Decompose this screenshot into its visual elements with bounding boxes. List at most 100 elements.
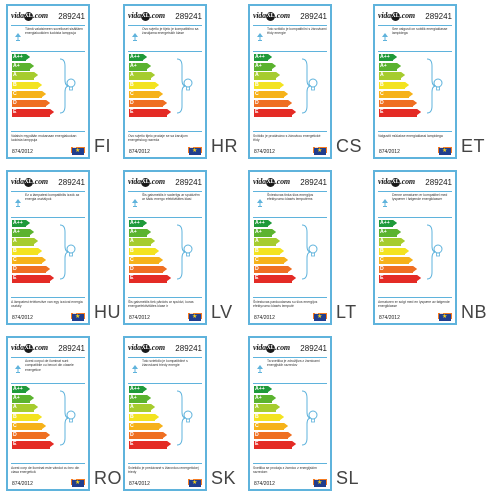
compatibility-text: Ovo svjetlo je tijelo je kompatibilno sa… [142,27,199,36]
regulation-number: 874/2012 [254,149,275,155]
eu-flag-icon [189,147,201,155]
energy-class-bar: D [12,431,50,440]
energy-class-scale: A++ A+ A B C D E [254,220,296,284]
energy-class-bar: D [254,99,292,108]
divider [128,357,202,358]
regulation-number: 874/2012 [254,315,275,321]
eu-flag-icon [72,147,84,155]
divider [378,297,452,298]
bulb-icon [308,410,318,424]
divider [128,217,202,218]
label-header: vidaXL.com 289241 [11,340,85,356]
regulation-number: 874/2012 [379,315,400,321]
label-header: vidaXL.com 289241 [11,8,85,24]
divider [253,191,327,192]
divider [11,217,85,218]
energy-class-bar: A [12,72,38,80]
eu-flag-icon [439,313,451,321]
energy-class-bar: A++ [129,386,147,394]
energy-class-bar: A+ [129,229,151,237]
divider [253,25,327,26]
energy-class-bar: A [254,72,280,80]
brand-logo: vidaXL.com [253,11,290,21]
regulation-number: 874/2012 [379,149,400,155]
brand-logo: vidaXL.com [128,343,165,353]
energy-class-bar: B [129,413,159,421]
energy-class-bar: C [379,90,413,99]
energy-class-bar: C [129,256,163,265]
brand-logo-mark: XL [390,11,400,21]
divider [11,191,85,192]
compatibility-text: Denne armaturen er kompatibel med lyspær… [392,193,448,202]
brand-logo-mark: XL [23,343,33,353]
bulb-icon [183,78,193,92]
included-lamp-text: Svetilka se prodaja z žarnico z energijs… [253,466,317,475]
energy-class-bar: A [379,238,405,246]
energy-class-bar: C [129,422,163,431]
brand-logo: vidaXL.com [11,11,48,21]
energy-class-bar: D [129,99,167,108]
range-brace-icon [300,58,312,114]
energy-class-bar: A [12,404,38,412]
range-brace-icon [58,390,70,446]
bulb-icon [183,410,193,424]
energy-class-bar: A+ [12,395,34,403]
energy-class-bar: C [254,422,288,431]
divider [378,51,452,52]
divider [128,131,202,132]
energy-class-bar: E [12,441,54,449]
lamp-icon [256,29,264,41]
brand-logo-mark: XL [140,11,150,21]
range-brace-icon [300,224,312,280]
divider [378,191,452,192]
energy-label: vidaXL.com 289241 Šviestuvas tinka šios en… [248,170,332,325]
brand-logo: vidaXL.com [128,177,165,187]
energy-class-bar: A [129,238,155,246]
energy-label: vidaXL.com 289241 See valgusti on sobilik … [373,4,457,159]
energy-class-bar: A+ [12,63,34,71]
energy-class-bar: A [254,404,280,412]
energy-class-scale: A++ A+ A B C D E [12,220,54,284]
divider [378,131,452,132]
regulation-number: 874/2012 [129,149,150,155]
product-number: 289241 [58,177,85,187]
energy-label: vidaXL.com 289241 Ovo svjetlo je tijelo je… [123,4,207,159]
divider [128,51,202,52]
energy-class-bar: B [254,247,284,255]
product-number: 289241 [58,343,85,353]
language-code: CS [336,136,363,156]
divider [378,25,452,26]
energy-class-bar: E [12,275,54,283]
eu-flag-icon [189,479,201,487]
lamp-icon [381,29,389,41]
eu-flag-icon [314,313,326,321]
energy-class-bar: D [254,265,292,274]
divider [11,463,85,464]
energy-class-bar: D [129,431,167,440]
bulb-icon [308,244,318,258]
divider [11,297,85,298]
compatibility-text: Tämä valaisimeen sovelluset sisältäen en… [25,27,83,36]
divider [11,357,85,358]
energy-class-bar: D [12,265,50,274]
label-header: vidaXL.com 289241 [378,174,452,190]
label-header: vidaXL.com 289241 [253,340,327,356]
energy-class-scale: A++ A+ A B C D E [129,54,171,118]
included-lamp-text: Šviestuvas parduodamas su šios energijos… [253,300,318,309]
brand-logo: vidaXL.com [128,11,165,21]
energy-class-bar: E [254,441,296,449]
energy-class-bar: A [12,238,38,246]
energy-class-bar: B [12,413,42,421]
energy-class-bar: A+ [254,395,276,403]
bulb-icon [66,78,76,92]
brand-logo-mark: XL [140,343,150,353]
range-brace-icon [425,58,437,114]
compatibility-text: Ez a lámpatest kompatibilis izzók az ene… [25,193,80,202]
product-number: 289241 [58,11,85,21]
lamp-icon [131,195,139,207]
energy-class-scale: A++ A+ A B C D E [254,386,296,450]
divider [253,383,327,384]
product-number: 289241 [175,11,202,21]
divider [253,131,327,132]
energy-class-bar: D [379,99,417,108]
